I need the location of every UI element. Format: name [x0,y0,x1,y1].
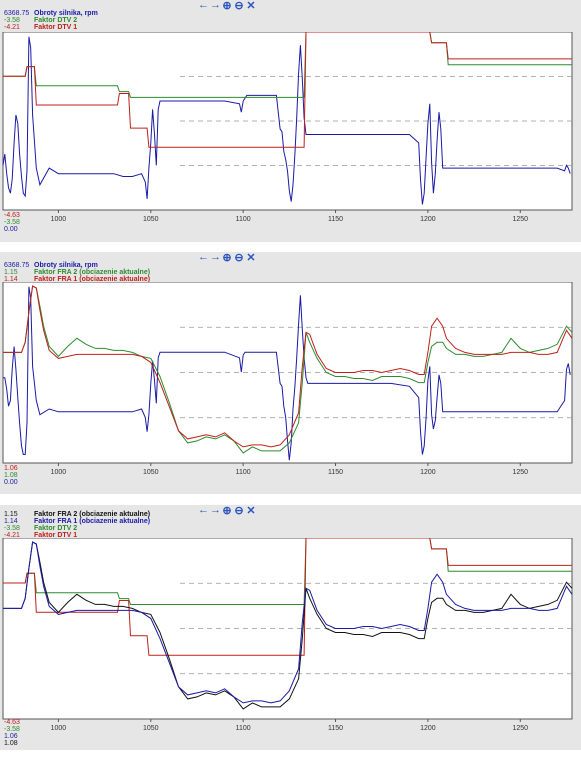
x-tick-label: 1000 [51,469,67,476]
axis-min-value: 0.00 [4,479,18,486]
legend-row: -4.21 Faktor DTV 1 [4,532,150,539]
chart-toolbar: ← → ⊕ ⊖ ✕ [198,504,256,517]
x-tick-label: 1000 [51,216,67,223]
x-tick-label: 1100 [236,216,251,223]
legend-row: 6368.75 Obroty silnika, rpm [4,262,150,269]
x-tick-label: 1000 [51,725,67,732]
legend-value: -3.58 [4,525,20,532]
legend-label: Faktor FRA 1 (obciazenie aktualne) [34,518,151,525]
chart-toolbar: ← → ⊕ ⊖ ✕ [198,251,256,264]
x-tick-label: 1200 [420,469,436,476]
axis-minimum-values: -4.63 -3.58 1.06 1.08 [4,719,20,747]
legend-label: Obroty silnika, rpm [34,10,98,17]
series-line-0 [2,36,571,205]
legend-row: -3.58 Faktor DTV 2 [4,17,98,24]
legend-row: 1.15 Faktor FRA 2 (obciazenie aktualne) [4,511,150,518]
arrow-left-icon[interactable]: ← [198,251,209,263]
x-tick-label: 1100 [236,725,251,732]
legend-label: Faktor DTV 1 [34,532,78,539]
legend-row: 1.14 Faktor FRA 1 (obciazenie aktualne) [4,276,150,283]
axis-min-value: 1.08 [4,472,18,479]
legend-label: Faktor DTV 1 [34,24,78,31]
x-tick-label: 1050 [143,725,159,732]
legend-value: 6368.75 [4,262,30,269]
arrow-left-icon[interactable]: ← [198,0,209,11]
series-line-2 [3,32,572,148]
series-line-1 [3,538,572,656]
legend-value: 1.14 [4,276,18,283]
axis-min-value: 0.00 [4,226,18,233]
legend-label: Faktor FRA 2 (obciazenie aktualne) [34,269,151,276]
x-tick-label: 1250 [512,469,528,476]
x-tick-label: 1150 [328,469,343,476]
chart-header-legend: 1.15 Faktor FRA 2 (obciazenie aktualne) 1.… [4,511,150,539]
legend-row: 1.15 Faktor FRA 2 (obciazenie aktualne) [4,269,150,276]
chart-plot-2: 1000 1050 1100 1150 1200 1250 [2,282,573,476]
zoom-in-icon[interactable]: ⊕ [222,252,232,264]
arrow-left-icon[interactable]: ← [198,504,209,516]
axis-minimum-values: 1.06 1.08 0.00 [4,465,18,486]
x-tick-label: 1250 [512,725,528,732]
legend-value: -4.21 [4,532,20,539]
series-line-3 [3,541,573,704]
chart-plot-1: 1000 1050 1100 1150 1200 1250 [2,32,573,223]
legend-row: 6368.75 Obroty silnika, rpm [4,10,98,17]
legend-label: Faktor FRA 2 (obciazenie aktualne) [34,511,151,518]
axis-min-value: -3.58 [4,219,20,226]
zoom-in-icon[interactable]: ⊕ [222,505,232,517]
close-icon[interactable]: ✕ [246,252,256,264]
x-tick-label: 1200 [420,216,436,223]
x-tick-label: 1050 [143,216,159,223]
series-line-2 [3,541,573,710]
legend-value: 1.15 [4,269,18,276]
zoom-out-icon[interactable]: ⊖ [234,0,244,12]
axis-min-value: 1.08 [4,740,18,747]
legend-value: -4.21 [4,24,20,31]
zoom-out-icon[interactable]: ⊖ [234,252,244,264]
zoom-out-icon[interactable]: ⊖ [234,505,244,517]
legend-row: 1.14 Faktor FRA 1 (obciazenie aktualne) [4,518,150,525]
axis-min-value: 1.06 [4,465,18,472]
axis-min-value: 1.06 [4,733,18,740]
legend-value: 1.14 [4,518,18,525]
zoom-in-icon[interactable]: ⊕ [222,0,232,12]
x-tick-label: 1100 [236,469,251,476]
series-line-2 [3,285,573,448]
axis-min-value: -4.63 [4,212,20,219]
chart-header-legend: 6368.75 Obroty silnika, rpm -3.58 Faktor DT… [4,10,98,31]
x-tick-label: 1250 [512,216,528,223]
arrow-right-icon[interactable]: → [210,504,221,516]
legend-value: 6368.75 [4,10,30,17]
arrow-right-icon[interactable]: → [210,0,221,11]
x-tick-label: 1200 [420,725,436,732]
legend-label: Obroty silnika, rpm [34,262,98,269]
close-icon[interactable]: ✕ [246,0,256,12]
x-tick-label: 1150 [328,725,343,732]
x-tick-label: 1050 [143,469,159,476]
legend-label: Faktor DTV 2 [34,17,78,24]
series-line-1 [3,285,573,454]
legend-label: Faktor FRA 1 (obciazenie aktualne) [34,276,151,283]
chart-plot-3: 1000 1050 1100 1150 1200 1250 [2,538,573,732]
close-icon[interactable]: ✕ [246,505,256,517]
chart-toolbar: ← → ⊕ ⊖ ✕ [198,0,256,12]
legend-value: -3.58 [4,17,20,24]
axis-min-value: -3.58 [4,726,20,733]
series-line-0 [3,286,571,461]
axis-min-value: -4.63 [4,719,20,726]
legend-row: -4.21 Faktor DTV 1 [4,24,98,31]
axis-minimum-values: -4.63 -3.58 0.00 [4,212,20,233]
legend-row: -3.58 Faktor DTV 2 [4,525,150,532]
legend-label: Faktor DTV 2 [34,525,78,532]
arrow-right-icon[interactable]: → [210,251,221,263]
legend-value: 1.15 [4,511,18,518]
chart-header-legend: 6368.75 Obroty silnika, rpm 1.15 Faktor FRA… [4,262,150,283]
x-tick-label: 1150 [328,216,343,223]
